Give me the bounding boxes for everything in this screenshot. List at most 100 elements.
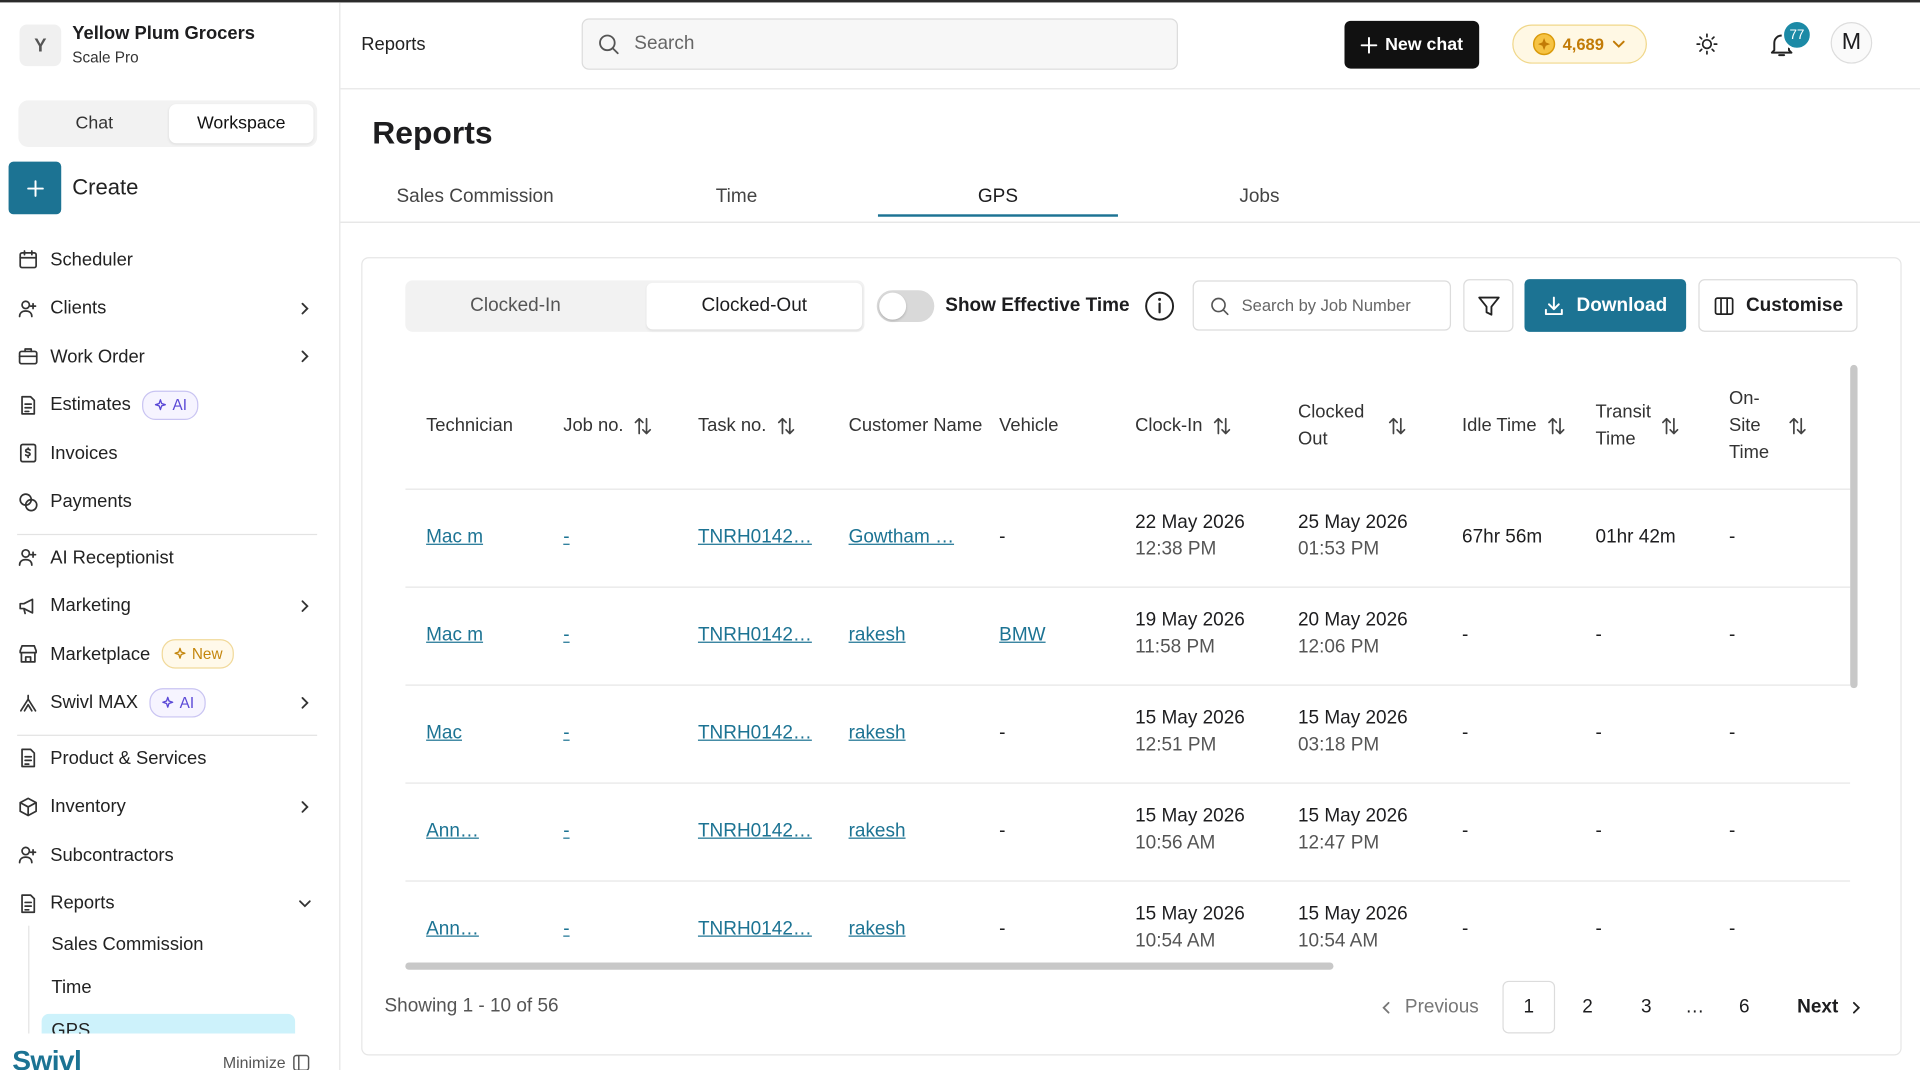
report-tab[interactable]: GPS: [977, 186, 1018, 207]
tabs-divider: [340, 221, 1920, 223]
nav-item[interactable]: Marketing: [17, 587, 318, 624]
nav-item[interactable]: AI Receptionist: [17, 539, 318, 576]
cell-time: 12:47 PM: [1297, 832, 1380, 854]
sort-button[interactable]: [776, 416, 796, 436]
sub-nav-item[interactable]: GPS: [41, 1013, 296, 1034]
filter-button[interactable]: [1463, 279, 1514, 332]
sub-nav-item[interactable]: Time: [51, 977, 92, 998]
cell-link[interactable]: -: [563, 624, 570, 646]
new-chat-button[interactable]: New chat: [1344, 20, 1480, 69]
chevron-left: [1382, 1001, 1390, 1013]
page-button[interactable]: …: [1685, 996, 1705, 1017]
cell-link[interactable]: Ann…: [426, 820, 479, 842]
nav-label: Inventory: [50, 795, 126, 817]
sort-button[interactable]: [1546, 416, 1566, 436]
create-button[interactable]: [8, 161, 62, 215]
table-cell: Mac: [426, 720, 462, 747]
cell-link[interactable]: TNRH0142…: [697, 918, 812, 940]
cell-link[interactable]: rakesh: [848, 918, 906, 940]
cell-link[interactable]: -: [563, 820, 570, 842]
cell-link[interactable]: TNRH0142…: [697, 722, 812, 744]
nav-item[interactable]: Invoices: [17, 435, 318, 472]
report-tab[interactable]: Jobs: [1239, 186, 1280, 207]
nav-item[interactable]: Clients: [17, 290, 318, 327]
theme-toggle[interactable]: [1689, 26, 1726, 63]
nav-item[interactable]: Reports: [17, 885, 318, 922]
cell-link[interactable]: -: [563, 526, 570, 548]
sort-button[interactable]: [1660, 416, 1680, 436]
cell-text: -: [1728, 526, 1736, 548]
nav-item[interactable]: Inventory: [17, 788, 318, 825]
nav-item[interactable]: Marketplace New: [17, 636, 318, 673]
job-search[interactable]: Search by Job Number: [1192, 280, 1452, 331]
table-cell: -: [1729, 916, 1735, 943]
nav-item[interactable]: Estimates AI: [17, 386, 318, 423]
cell-link[interactable]: -: [563, 722, 570, 744]
cell-link[interactable]: rakesh: [848, 624, 906, 646]
sparkle-icon: [174, 647, 186, 659]
next-button[interactable]: Next: [1790, 981, 1871, 1034]
download-button[interactable]: Download: [1524, 279, 1687, 332]
nav-item[interactable]: Product & Services: [17, 740, 318, 777]
avatar[interactable]: M: [1830, 22, 1873, 64]
nav-item[interactable]: Swivl MAX AI: [17, 684, 318, 721]
cell-link[interactable]: Gowtham …: [848, 526, 955, 548]
table-cell: 01hr 42m: [1596, 524, 1676, 551]
nav-item[interactable]: Subcontractors: [17, 836, 318, 873]
table-cell: 15 May 2026 10:56 AM: [1135, 803, 1245, 857]
vertical-scrollbar[interactable]: [1850, 364, 1858, 689]
minimize-button[interactable]: Minimize: [223, 1053, 310, 1070]
credits-pill[interactable]: 4,689: [1512, 24, 1647, 64]
create-label[interactable]: Create: [72, 175, 139, 200]
horizontal-scrollbar[interactable]: [405, 962, 1334, 970]
sort-button[interactable]: [1212, 416, 1232, 436]
cell-link[interactable]: TNRH0142…: [697, 526, 812, 548]
mode-tab[interactable]: Workspace: [168, 104, 314, 144]
sort-button[interactable]: [1387, 416, 1407, 436]
sidebar: Y Yellow Plum Grocers Scale Pro Chat Work…: [0, 2, 341, 1070]
logo[interactable]: Swivl: [12, 1044, 82, 1070]
page-button[interactable]: 6: [1739, 996, 1750, 1017]
sub-nav-rail: [28, 925, 30, 1034]
report-tab[interactable]: Time: [715, 186, 758, 207]
page-button[interactable]: 3: [1641, 996, 1652, 1017]
previous-button[interactable]: Previous: [1374, 981, 1484, 1034]
chevron: [301, 302, 309, 314]
cell-link[interactable]: TNRH0142…: [697, 820, 812, 842]
cell-link[interactable]: BMW: [999, 624, 1046, 646]
effective-time-toggle[interactable]: [876, 290, 935, 323]
column-header: Customer Name: [849, 365, 1033, 487]
cell-link[interactable]: Mac: [426, 722, 462, 744]
cell-link[interactable]: -: [563, 918, 570, 940]
cell-text: -: [1595, 918, 1602, 940]
chevron: [301, 800, 309, 813]
cell-link[interactable]: TNRH0142…: [697, 624, 812, 646]
info-button[interactable]: [1141, 288, 1178, 325]
cell-link[interactable]: Ann…: [426, 918, 479, 940]
customise-button[interactable]: Customise: [1698, 279, 1858, 332]
mode-tab[interactable]: Chat: [75, 113, 114, 134]
column-header: Task no.: [698, 365, 888, 487]
nav-item[interactable]: Work Order: [17, 338, 318, 375]
nav-item[interactable]: Payments: [17, 483, 318, 520]
sub-nav-item[interactable]: Sales Commission: [51, 934, 204, 956]
nav-item[interactable]: Scheduler: [17, 241, 318, 278]
report-tab[interactable]: Sales Commission: [396, 186, 554, 207]
segment[interactable]: Clocked-Out: [646, 282, 863, 330]
table-cell: -: [1729, 524, 1735, 551]
cell-time: 03:18 PM: [1297, 734, 1380, 756]
nav-badge: New: [161, 639, 234, 669]
sort-button[interactable]: [633, 416, 653, 436]
effective-time-label: Show Effective Time: [945, 295, 1130, 316]
cell-link[interactable]: Mac m: [426, 624, 484, 646]
org-initial[interactable]: Y: [19, 24, 62, 67]
global-search[interactable]: Search: [581, 18, 1178, 70]
table-cell: Mac m: [426, 622, 483, 649]
cell-link[interactable]: rakesh: [848, 722, 906, 744]
page-button[interactable]: 1: [1502, 980, 1556, 1034]
segment[interactable]: Clocked-In: [470, 295, 561, 316]
page-button[interactable]: 2: [1582, 996, 1593, 1017]
cell-link[interactable]: rakesh: [848, 820, 906, 842]
cell-link[interactable]: Mac m: [426, 526, 484, 548]
sort-button[interactable]: [1788, 416, 1808, 436]
